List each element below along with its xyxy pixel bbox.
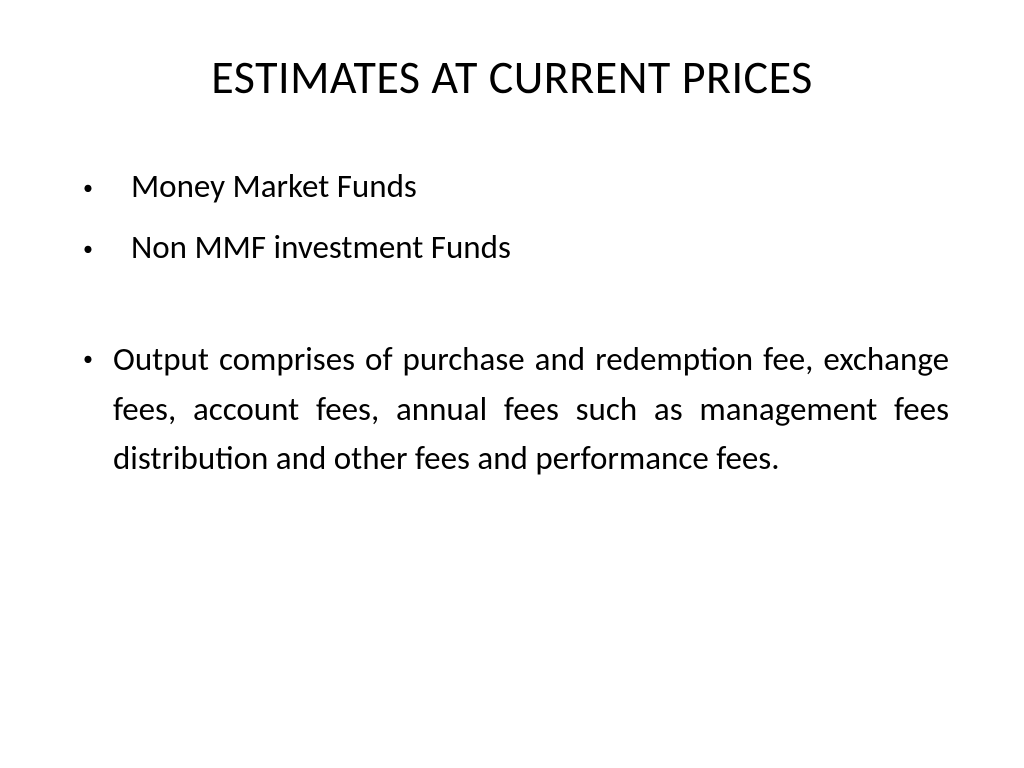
bullet-text: Money Market Funds — [93, 164, 417, 209]
bullet-list: • Money Market Funds • Non MMF investmen… — [75, 164, 949, 484]
list-item: • Non MMF investment Funds — [75, 225, 949, 270]
bullet-icon: • — [83, 343, 93, 375]
bullet-text: Non MMF investment Funds — [93, 225, 511, 270]
list-item: • Output comprises of purchase and redem… — [75, 335, 949, 484]
list-item: • Money Market Funds — [75, 164, 949, 209]
bullet-text: Output comprises of purchase and redempt… — [93, 335, 949, 484]
bullet-icon: • — [83, 233, 93, 265]
bullet-icon: • — [83, 172, 93, 204]
slide-title: ESTIMATES AT CURRENT PRICES — [75, 50, 949, 106]
